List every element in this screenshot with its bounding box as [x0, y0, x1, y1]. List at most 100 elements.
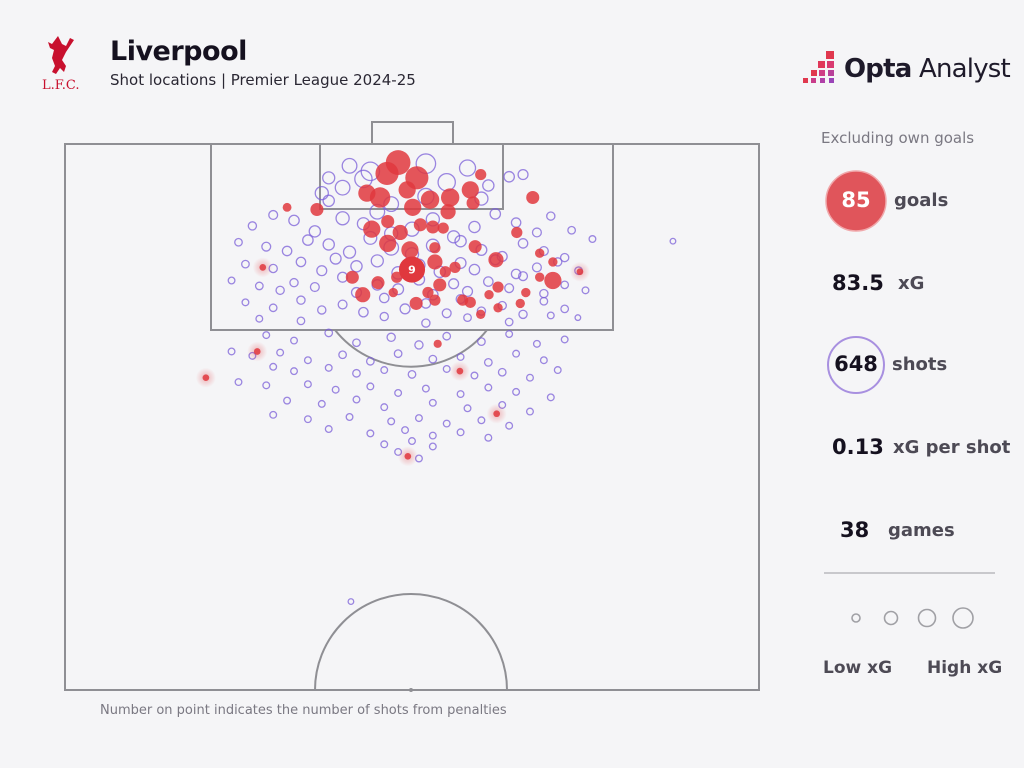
shot-point	[241, 298, 250, 307]
shot-point	[269, 362, 278, 371]
shot-point	[329, 252, 342, 265]
shot-point	[335, 211, 350, 226]
shot-point	[358, 306, 369, 318]
footnote: Number on point indicates the number of …	[100, 703, 507, 718]
shot-point	[441, 308, 452, 319]
shot-point	[227, 276, 236, 285]
shot-point	[338, 350, 348, 360]
penalty-goal-point	[398, 256, 426, 283]
legend-low-xg-label: Low xG	[823, 658, 893, 678]
shot-point	[380, 366, 389, 375]
shot-point	[525, 373, 534, 382]
goal-point	[492, 281, 504, 293]
shot-point	[288, 214, 300, 227]
shot-point	[458, 159, 477, 177]
shot-point	[352, 395, 361, 404]
shot-point	[347, 598, 355, 605]
shot-point	[505, 330, 514, 338]
shot-point	[366, 429, 375, 438]
shot-point	[407, 370, 417, 379]
brand-regular: Analyst	[918, 54, 1011, 84]
goal-point	[401, 241, 419, 259]
shot-point	[560, 280, 570, 290]
shot-point	[281, 245, 293, 257]
lfc-logo-text: L.F.C.	[42, 78, 80, 93]
goal-point	[404, 198, 422, 216]
goal-point	[511, 226, 523, 239]
shot-point	[574, 314, 582, 322]
shot-point	[531, 262, 542, 273]
shot-point	[322, 194, 335, 208]
goal-point	[429, 242, 441, 254]
goal-point	[413, 218, 427, 232]
shot-point	[262, 331, 271, 340]
shot-point	[531, 227, 542, 238]
shot-point	[517, 238, 529, 249]
shots-label: shots	[892, 354, 948, 375]
goals-badge	[825, 170, 887, 232]
shot-point	[588, 235, 597, 243]
goal	[371, 121, 454, 145]
shot-point	[421, 318, 431, 328]
shot-point	[247, 221, 258, 231]
shot-point	[261, 241, 272, 252]
shot-point	[532, 339, 541, 348]
shot-point	[386, 332, 396, 343]
legend-circle-s	[883, 610, 899, 626]
shot-point	[504, 317, 514, 327]
shot-point	[414, 340, 424, 350]
shot-point	[546, 393, 555, 402]
games-value: 38	[840, 518, 870, 542]
shot-point	[254, 281, 264, 291]
xg-size-legend	[851, 607, 974, 629]
shot-point	[560, 304, 570, 314]
goal-point	[422, 286, 434, 299]
shot-point	[317, 399, 326, 408]
shot-point	[463, 404, 472, 413]
brand-bold: Opta	[844, 54, 912, 84]
shot-point	[546, 211, 556, 221]
shot-point	[378, 292, 390, 304]
goal-point	[476, 309, 486, 320]
goal-point	[461, 181, 479, 199]
shot-point	[289, 277, 299, 288]
centre-spot	[409, 688, 413, 692]
pitch	[64, 121, 760, 692]
goal-point	[535, 272, 545, 282]
goal-point	[456, 367, 464, 375]
shot-point	[517, 271, 529, 282]
shot-point	[262, 381, 271, 390]
shot-point	[428, 398, 437, 407]
goal-point	[437, 222, 449, 234]
goals-label: goals	[894, 190, 949, 211]
goal-point	[310, 202, 324, 217]
goals-value: 85	[841, 188, 871, 212]
shot-point	[370, 254, 384, 268]
shot-point	[504, 283, 515, 294]
shot-point	[295, 256, 307, 268]
xg-label: xG	[898, 273, 925, 294]
shot-point	[268, 209, 279, 221]
goal-point	[433, 339, 442, 348]
goal-point	[388, 287, 398, 298]
legend-high-xg-label: High xG	[927, 658, 1003, 678]
goal-point	[379, 234, 397, 252]
shot-point	[477, 416, 486, 425]
legend-circle-xs	[851, 613, 861, 623]
goal-point	[202, 374, 210, 382]
shot-point	[314, 185, 329, 201]
shot-point	[366, 382, 375, 391]
shot-point	[303, 356, 312, 365]
goal-point	[440, 188, 460, 207]
shot-point	[365, 356, 375, 366]
goal-point	[475, 168, 487, 181]
shot-point	[442, 331, 452, 341]
shot-point	[324, 363, 333, 372]
goal-point	[493, 410, 501, 418]
legend-circle-m	[917, 608, 937, 628]
goal-point	[493, 303, 503, 313]
shot-point	[517, 168, 529, 181]
shot-point	[518, 309, 528, 320]
goal-point	[484, 290, 494, 300]
